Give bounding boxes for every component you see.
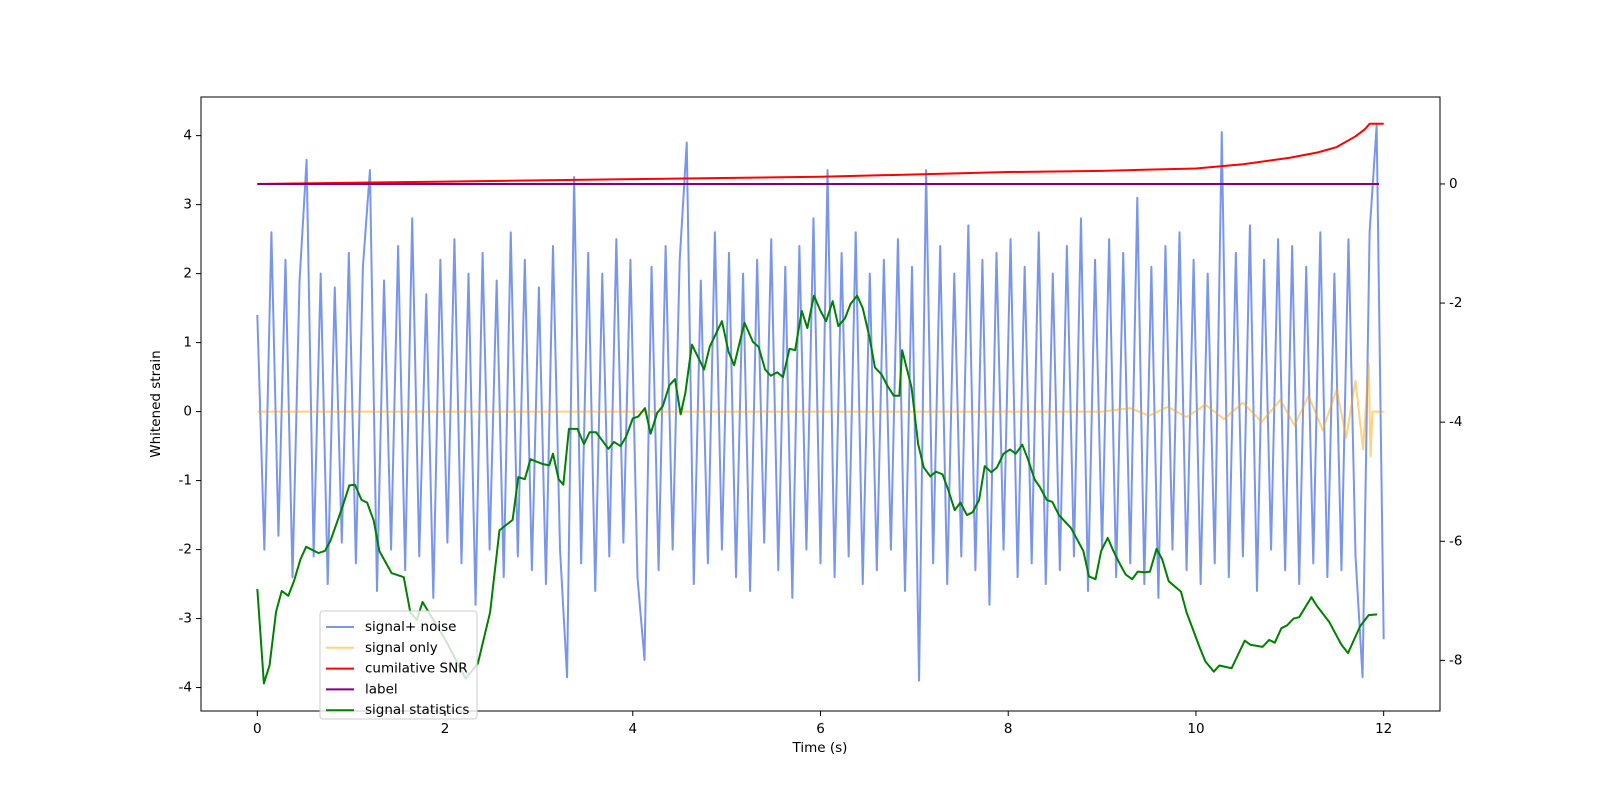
y-tick-label: 4 [183, 128, 192, 144]
y-tick-label: 2 [183, 266, 192, 282]
y-axis-label: Whitened strain [148, 350, 164, 457]
x-tick-label: 12 [1375, 721, 1392, 737]
y-tick-label: 1 [183, 335, 192, 351]
x-tick-label: 10 [1187, 721, 1204, 737]
y2-tick-label: -6 [1449, 533, 1462, 549]
legend-label: cumilative SNR [365, 661, 468, 677]
plot-area [256, 122, 1385, 685]
x-tick-label: 0 [253, 721, 262, 737]
y-tick-label: -3 [179, 611, 192, 627]
legend-box [319, 610, 478, 720]
legend-label: label [365, 681, 398, 697]
y2-tick-label: -4 [1449, 414, 1462, 430]
x-axis-label: Time (s) [792, 740, 848, 756]
legend-label: signal only [365, 640, 438, 656]
y-tick-label: -2 [179, 542, 192, 558]
series-line [257, 122, 1384, 185]
x-tick-label: 4 [628, 721, 637, 737]
legend-label: signal statistics [365, 702, 469, 718]
y-tick-label: 0 [183, 404, 192, 420]
series-line [256, 124, 1385, 682]
x-tick-label: 6 [816, 721, 825, 737]
y2-tick-label: -2 [1449, 295, 1462, 311]
y2-tick-label: -8 [1449, 652, 1462, 668]
x-tick-label: 8 [1004, 721, 1013, 737]
y-tick-label: 3 [183, 197, 192, 213]
legend-label: signal+ noise [365, 619, 456, 635]
x-tick-label: 2 [441, 721, 450, 737]
y-tick-label: -1 [179, 473, 192, 489]
y2-tick-label: 0 [1449, 176, 1458, 192]
series-line [257, 362, 1384, 458]
y-tick-label: -4 [179, 680, 192, 696]
legend: signal+ noise signal only cumilative SNR la… [319, 610, 478, 720]
